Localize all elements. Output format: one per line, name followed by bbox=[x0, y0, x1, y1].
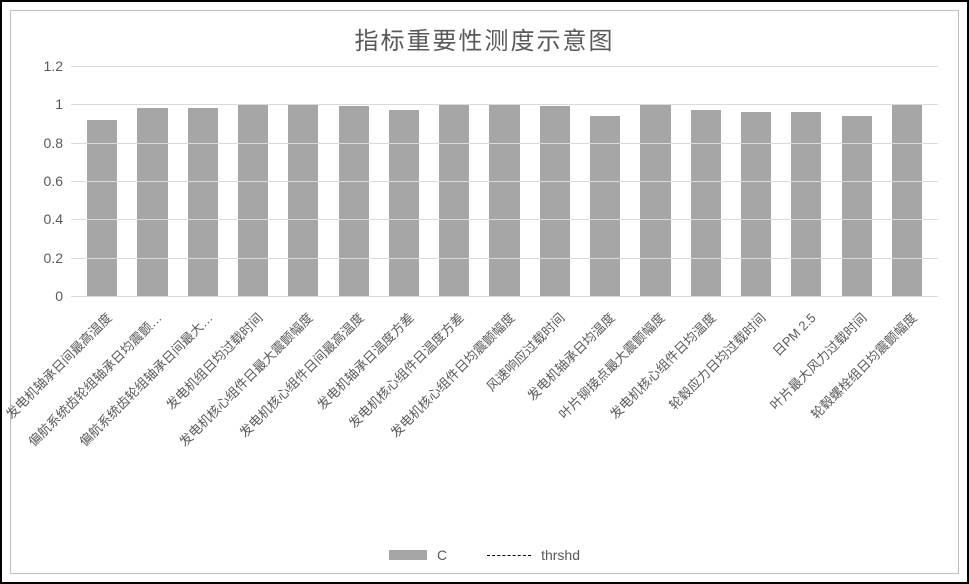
bar bbox=[691, 110, 721, 296]
bar bbox=[791, 112, 821, 296]
y-tick-label: 0 bbox=[55, 288, 63, 304]
y-tick-label: 0.2 bbox=[44, 250, 63, 266]
legend-label-threshold: thrshd bbox=[541, 547, 580, 563]
y-tick-label: 1 bbox=[55, 96, 63, 112]
plot: 00.20.40.60.811.2 bbox=[71, 66, 938, 296]
grid-line bbox=[71, 66, 938, 67]
bar bbox=[238, 104, 268, 296]
bar bbox=[389, 110, 419, 296]
legend-swatch-bar bbox=[389, 550, 427, 560]
bar bbox=[489, 104, 519, 296]
bar bbox=[439, 104, 469, 296]
bar bbox=[640, 104, 670, 296]
y-tick-label: 0.4 bbox=[44, 211, 63, 227]
chart-panel: 指标重要性测度示意图 00.20.40.60.811.2 发电机轴承日间最高温度… bbox=[10, 10, 959, 574]
legend-item-bar: C bbox=[389, 547, 447, 563]
bar bbox=[288, 104, 318, 296]
x-tick-label: 发电机轴承日均温度 bbox=[522, 308, 618, 404]
legend: C thrshd bbox=[11, 539, 958, 573]
bar bbox=[87, 120, 117, 296]
bar bbox=[188, 108, 218, 296]
bar bbox=[339, 106, 369, 296]
grid-line bbox=[71, 104, 938, 105]
legend-swatch-dash bbox=[487, 555, 531, 556]
x-axis-labels: 发电机轴承日间最高温度偏航系统齿轮组轴承日均震颤…偏航系统齿轮组轴承日间最大…发… bbox=[71, 302, 938, 512]
grid-line bbox=[71, 258, 938, 259]
y-tick-label: 0.8 bbox=[44, 135, 63, 151]
bar bbox=[540, 106, 570, 296]
bar bbox=[892, 104, 922, 296]
plot-area: 00.20.40.60.811.2 发电机轴承日间最高温度偏航系统齿轮组轴承日均… bbox=[11, 60, 958, 539]
legend-item-threshold: thrshd bbox=[487, 547, 580, 563]
outer-frame: 指标重要性测度示意图 00.20.40.60.811.2 发电机轴承日间最高温度… bbox=[0, 0, 969, 584]
grid-line bbox=[71, 219, 938, 220]
grid-line bbox=[71, 181, 938, 182]
grid-line bbox=[71, 296, 938, 297]
chart-title: 指标重要性测度示意图 bbox=[11, 11, 958, 60]
y-tick-label: 1.2 bbox=[44, 58, 63, 74]
legend-label-bar: C bbox=[437, 547, 447, 563]
grid-line bbox=[71, 143, 938, 144]
bar bbox=[741, 112, 771, 296]
bar bbox=[137, 108, 167, 296]
y-tick-label: 0.6 bbox=[44, 173, 63, 189]
